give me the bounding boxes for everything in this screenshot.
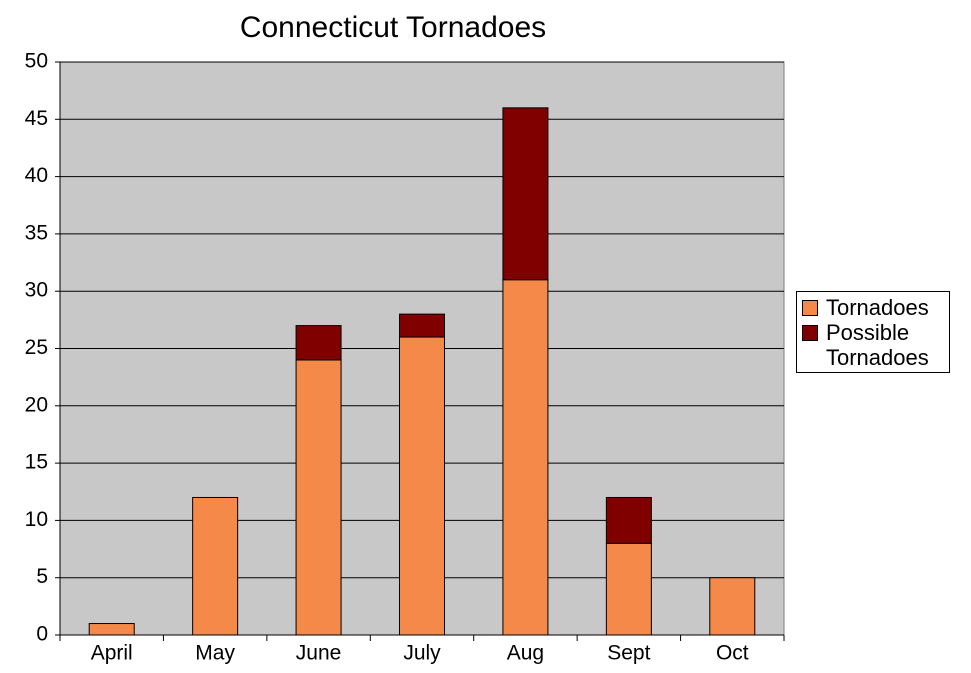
chart-title: Connecticut Tornadoes bbox=[240, 11, 546, 44]
x-tick-label: Sept bbox=[607, 642, 650, 665]
legend-item: Tornadoes bbox=[797, 295, 949, 320]
bar-segment bbox=[295, 359, 342, 636]
bar-segment bbox=[295, 325, 342, 361]
bar-segment bbox=[88, 623, 135, 636]
legend: Tornadoes Possible Tornadoes bbox=[796, 291, 950, 373]
bar-segment bbox=[192, 496, 239, 636]
y-tick-label: 0 bbox=[36, 623, 48, 646]
bar-segment bbox=[605, 542, 652, 636]
y-tick-label: 50 bbox=[25, 50, 48, 73]
y-tick-label: 40 bbox=[25, 164, 48, 187]
bar-segment bbox=[502, 279, 549, 636]
x-tick-label: Aug bbox=[507, 642, 544, 665]
y-tick-label: 30 bbox=[25, 279, 48, 302]
y-tick-label: 25 bbox=[25, 336, 48, 359]
y-tick-label: 10 bbox=[25, 508, 48, 531]
y-tick-label: 35 bbox=[25, 221, 48, 244]
bar-segment bbox=[605, 496, 652, 544]
legend-swatch bbox=[802, 325, 818, 341]
legend-item: Possible Tornadoes bbox=[797, 320, 949, 370]
y-tick-label: 45 bbox=[25, 107, 48, 130]
y-tick-label: 15 bbox=[25, 451, 48, 474]
x-tick-label: May bbox=[195, 642, 235, 665]
legend-swatch bbox=[802, 300, 818, 316]
x-tick-label: July bbox=[403, 642, 441, 665]
x-tick-label: Oct bbox=[716, 642, 749, 665]
legend-label: Tornadoes bbox=[826, 295, 929, 320]
x-tick-label: April bbox=[91, 642, 133, 665]
legend-label: Possible Tornadoes bbox=[826, 320, 929, 370]
y-tick-label: 5 bbox=[36, 565, 48, 588]
bar-segment bbox=[399, 313, 445, 338]
y-tick-label: 20 bbox=[25, 393, 48, 416]
x-tick-label: June bbox=[296, 642, 342, 665]
bar-segment bbox=[399, 336, 445, 636]
bar-segment bbox=[709, 577, 756, 636]
bar-segment bbox=[502, 107, 549, 281]
